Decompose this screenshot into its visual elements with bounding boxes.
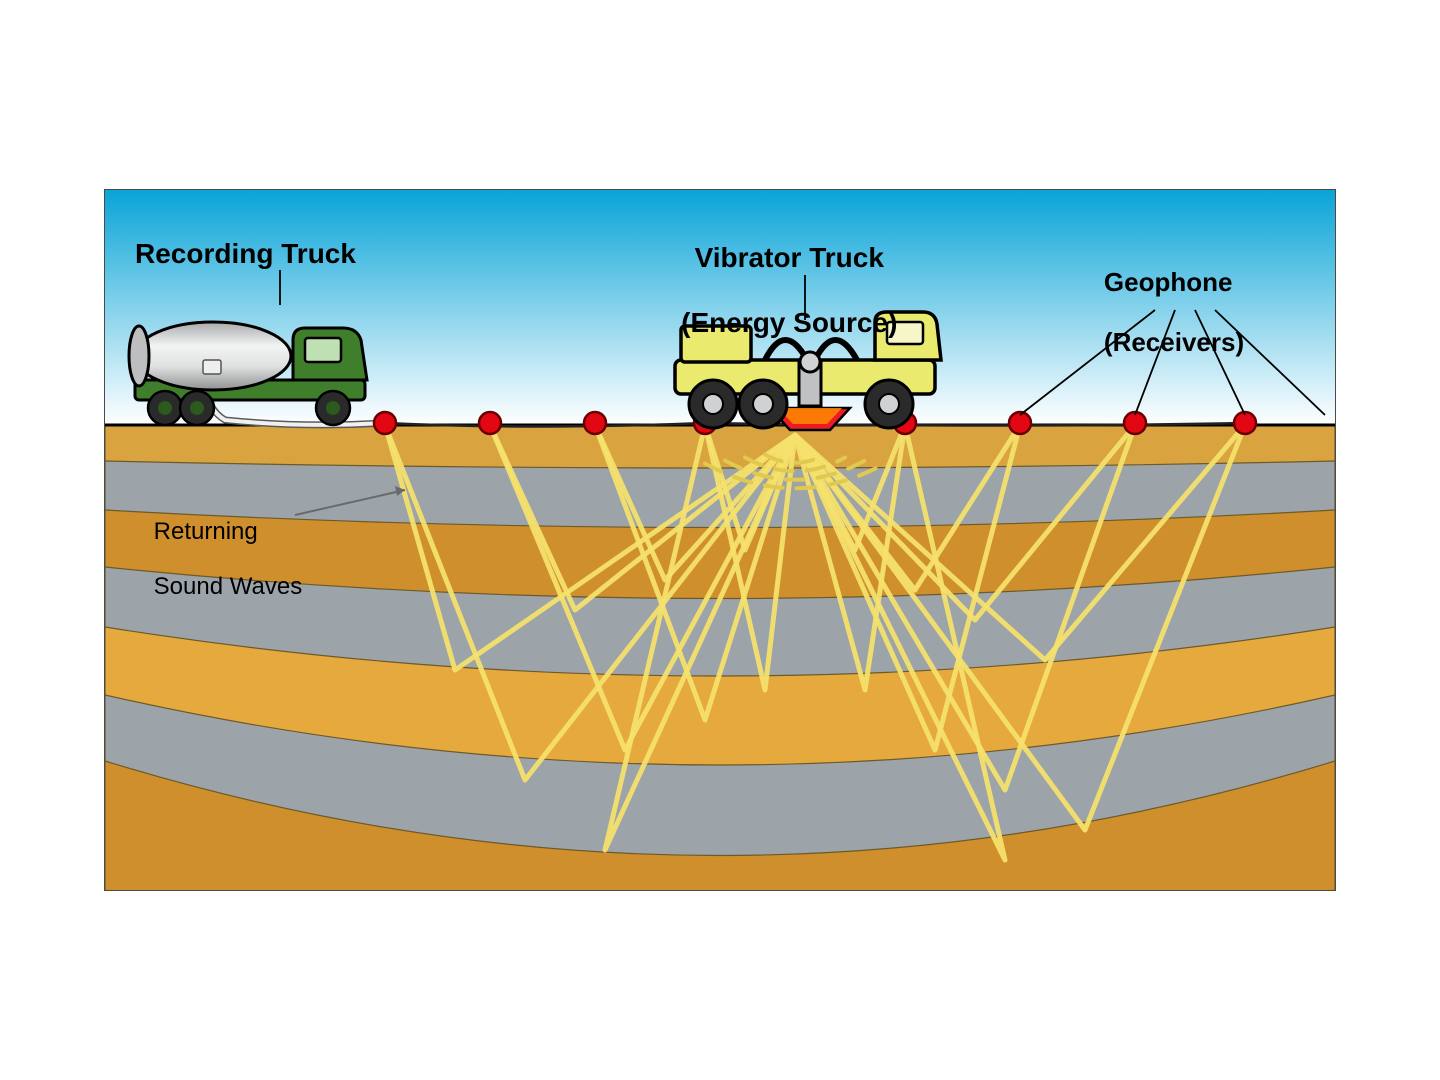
label-vibrator-line2: (Energy Source) xyxy=(681,307,897,338)
label-recording-truck: Recording Truck xyxy=(135,238,356,270)
label-vibrator-truck: Vibrator Truck (Energy Source) xyxy=(650,210,897,371)
label-returning-waves: Returning Sound Waves xyxy=(127,490,302,628)
label-geophone: Geophone (Receivers) xyxy=(1075,238,1244,387)
label-vibrator-line1: Vibrator Truck xyxy=(695,242,884,273)
geophone-icon xyxy=(1009,412,1031,434)
geophone-icon xyxy=(374,412,396,434)
seismic-diagram: Recording Truck Vibrator Truck (Energy S… xyxy=(104,189,1336,891)
label-geophone-line1: Geophone xyxy=(1104,267,1233,297)
geophone-icon xyxy=(479,412,501,434)
label-returning-line1: Returning xyxy=(154,518,258,545)
geophone-icon xyxy=(1124,412,1146,434)
geophone-icon xyxy=(584,412,606,434)
geophone-icon xyxy=(1234,412,1256,434)
label-geophone-line2: (Receivers) xyxy=(1104,327,1244,357)
label-returning-line2: Sound Waves xyxy=(154,573,303,600)
